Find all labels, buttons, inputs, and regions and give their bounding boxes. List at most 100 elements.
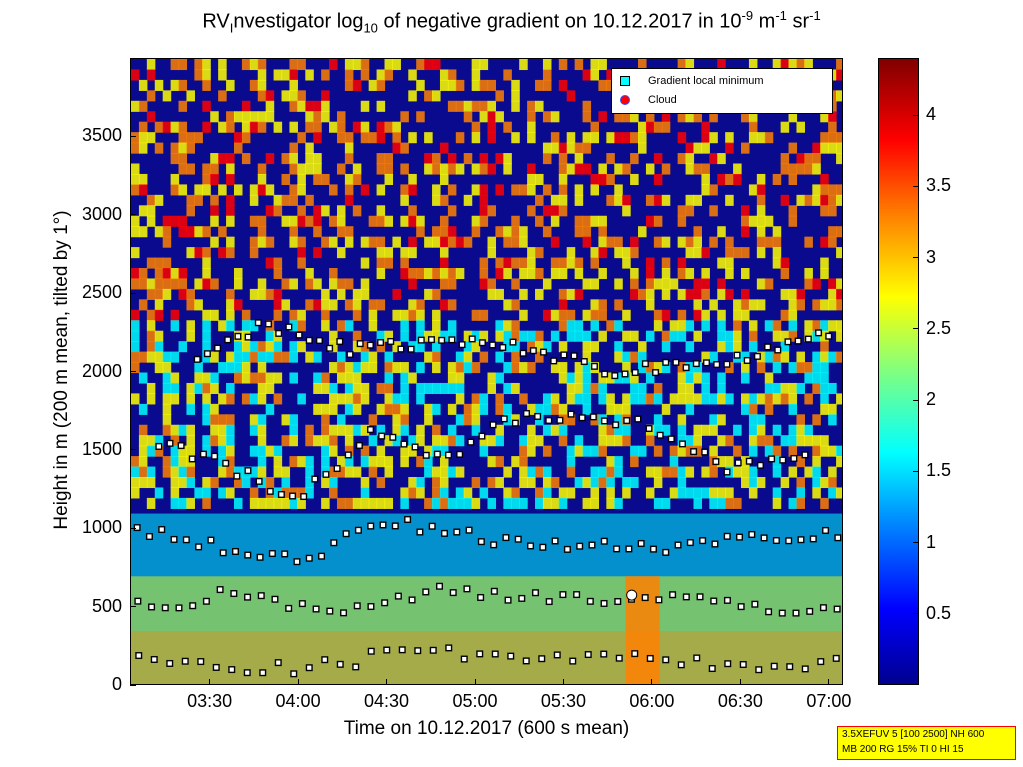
heatmap-cell [630, 236, 639, 248]
heatmap-cell [336, 466, 346, 478]
heatmap-cell [828, 403, 837, 415]
heatmap-cell [535, 487, 544, 499]
heatmap-cell [305, 435, 314, 447]
heatmap-cell [273, 69, 283, 81]
heatmap-cell [590, 299, 600, 311]
heatmap-cell [558, 403, 568, 415]
heatmap-cell [780, 382, 790, 394]
heatmap-cell [535, 435, 544, 447]
heatmap-cell [313, 163, 322, 175]
heatmap-cell [590, 309, 600, 321]
gradient-marker-white [256, 478, 263, 485]
heatmap-cell [638, 121, 647, 133]
heatmap-cell [542, 278, 552, 290]
heatmap-cell [487, 121, 497, 133]
gradient-marker-white [815, 329, 822, 336]
heatmap-cell [352, 205, 362, 217]
heatmap-cell [194, 278, 203, 290]
heatmap-cell [257, 111, 267, 123]
heatmap-cell [661, 362, 671, 374]
heatmap-cell [455, 236, 465, 248]
heatmap-cell [400, 330, 409, 342]
gradient-marker-white [523, 658, 530, 664]
heatmap-cell [384, 403, 394, 415]
gradient-marker-white [507, 653, 514, 660]
heatmap-cell [574, 268, 584, 280]
heatmap-cell [305, 466, 314, 478]
heatmap-cell [233, 268, 243, 280]
heatmap-cell [614, 414, 623, 426]
heatmap-cell [725, 456, 734, 468]
heatmap-cell [408, 247, 417, 259]
gradient-marker-white [735, 459, 742, 466]
heatmap-cell [519, 477, 528, 489]
heatmap-cell [558, 435, 568, 447]
heatmap-cell [614, 184, 623, 196]
heatmap-cell [368, 435, 378, 447]
gradient-marker-white [634, 416, 641, 422]
gradient-marker-white [357, 340, 364, 347]
heatmap-cell [820, 173, 829, 185]
gradient-marker-white [285, 324, 292, 330]
heatmap-cell [154, 257, 164, 269]
heatmap-cell [447, 268, 457, 280]
gradient-marker-white [724, 597, 731, 604]
heatmap-cell [146, 194, 156, 206]
gradient-marker-white [518, 595, 525, 602]
gradient-marker-white [802, 666, 809, 672]
gradient-marker-white [520, 350, 527, 357]
heatmap-cell [812, 362, 821, 374]
heatmap-cell [677, 236, 687, 248]
heatmap-cell [432, 477, 441, 489]
gradient-marker-white [278, 491, 285, 498]
heatmap-cell [479, 184, 489, 196]
heatmap-cell [432, 362, 441, 374]
heatmap-cell [257, 226, 267, 238]
heatmap-cell [645, 393, 655, 405]
heatmap-cell [772, 466, 782, 478]
heatmap-cell [408, 132, 417, 144]
heatmap-cell [297, 257, 306, 269]
heatmap-cell [392, 288, 401, 300]
heatmap-cell [138, 445, 148, 457]
heatmap-cell [233, 372, 243, 384]
heatmap-cell [542, 445, 552, 457]
heatmap-cell [622, 257, 631, 269]
heatmap-cell [828, 121, 837, 133]
heatmap-cell [661, 288, 671, 300]
heatmap-cell [289, 100, 298, 112]
heatmap-cell [146, 466, 156, 478]
heatmap-cell [606, 393, 615, 405]
gradient-marker-white [765, 608, 772, 615]
gradient-marker-white [220, 549, 227, 556]
gradient-marker-white [171, 536, 177, 543]
heatmap-cell [788, 163, 798, 175]
heatmap-cell [329, 299, 338, 311]
gradient-marker-white [318, 553, 325, 560]
heatmap-cell [741, 456, 750, 468]
gradient-marker-white [183, 536, 190, 543]
heatmap-cell [487, 132, 497, 144]
heatmap-cell [772, 59, 782, 71]
heatmap-cell [566, 487, 576, 499]
heatmap-cell [479, 79, 489, 91]
heatmap-cell [170, 445, 180, 457]
heatmap-cell [535, 330, 544, 342]
heatmap-cell [527, 435, 536, 447]
heatmap-cell [677, 205, 687, 217]
heatmap-cell [645, 372, 655, 384]
heatmap-cell [233, 351, 243, 363]
heatmap-cell [432, 424, 441, 436]
heatmap-cell [614, 132, 623, 144]
heatmap-cell [574, 330, 584, 342]
heatmap-cell [495, 257, 504, 269]
heatmap-cell [455, 132, 465, 144]
heatmap-cell [376, 257, 386, 269]
heatmap-cell [590, 132, 600, 144]
heatmap-cell [820, 268, 829, 280]
heatmap-cell [447, 299, 457, 311]
heatmap-cell [820, 403, 829, 415]
gradient-marker-white [492, 651, 499, 657]
heatmap-cell [796, 424, 805, 436]
heatmap-cell [329, 445, 338, 457]
